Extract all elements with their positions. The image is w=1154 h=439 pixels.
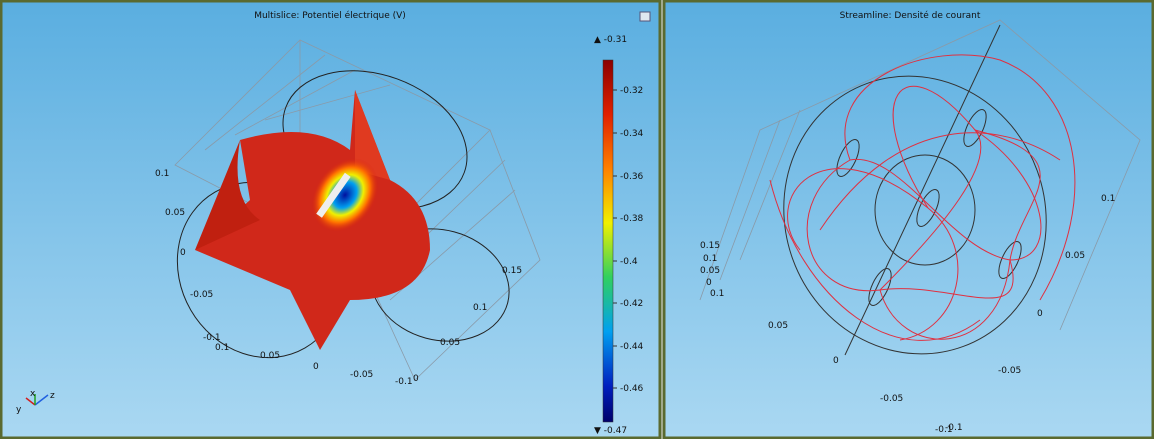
- colorbar-max: ▲ -0.31: [594, 35, 627, 45]
- axis-label: 0: [413, 374, 419, 384]
- axis-label: 0: [180, 248, 186, 258]
- colorbar: [602, 59, 614, 423]
- axis-label: 0.05: [700, 266, 720, 276]
- colorbar-tick-label: -0.34: [620, 129, 644, 139]
- colorbar-tick-label: -0.44: [620, 342, 644, 352]
- axis-label: 0.1: [215, 343, 229, 353]
- panel-title: Streamline: Densité de courant: [840, 10, 981, 21]
- axis-label: 0.05: [260, 351, 280, 361]
- colorbar-tick-label: -0.4: [620, 257, 638, 267]
- colorbar-min: ▼ -0.47: [594, 426, 627, 436]
- streamlines: [769, 54, 1076, 341]
- axis-label: -0.1: [203, 333, 221, 343]
- axis-label: 0.15: [700, 241, 720, 251]
- triad-label: z: [50, 391, 55, 401]
- panel-title: Multislice: Potentiel électrique (V): [254, 10, 406, 21]
- axis-label: 0.05: [1065, 251, 1085, 261]
- colorbar-tick-label: -0.32: [620, 86, 643, 96]
- colorbar-tick-label: -0.38: [620, 214, 644, 224]
- axis-label: 0.1: [155, 169, 169, 179]
- triad-label: x: [30, 389, 36, 399]
- triad-label: y: [16, 405, 22, 415]
- axis-label: 0.1: [473, 303, 487, 313]
- colorbar-tick-label: -0.36: [620, 172, 644, 182]
- axis-label: -0.1: [935, 425, 953, 435]
- axis-label: -0.1: [945, 423, 963, 433]
- axis-label: -0.1: [395, 377, 413, 387]
- axis-label: -0.05: [880, 394, 903, 404]
- axis-label: -0.05: [350, 370, 373, 380]
- axis-label: 0: [833, 356, 839, 366]
- slices: [195, 90, 430, 350]
- colorbar-tick-label: -0.46: [620, 384, 644, 394]
- triad: [25, 394, 49, 406]
- axis-label: 0.1: [703, 254, 717, 264]
- geometry: [783, 24, 1047, 356]
- panel-button[interactable]: [639, 11, 651, 22]
- colorbar-tick-label: -0.42: [620, 299, 643, 309]
- axis-label: 0.05: [165, 208, 185, 218]
- axis-label: 0: [313, 362, 319, 372]
- axis-label: 0.05: [440, 338, 460, 348]
- axis-label: 0.1: [1101, 194, 1115, 204]
- axis-label: -0.05: [190, 290, 213, 300]
- grid-box: [699, 19, 1141, 331]
- axis-label: 0.1: [710, 289, 724, 299]
- axis-label: 0.15: [502, 266, 522, 276]
- axis-label: 0: [706, 278, 712, 288]
- axis-label: 0: [1037, 309, 1043, 319]
- axis-label: -0.05: [998, 366, 1021, 376]
- axis-label: 0.05: [768, 321, 788, 331]
